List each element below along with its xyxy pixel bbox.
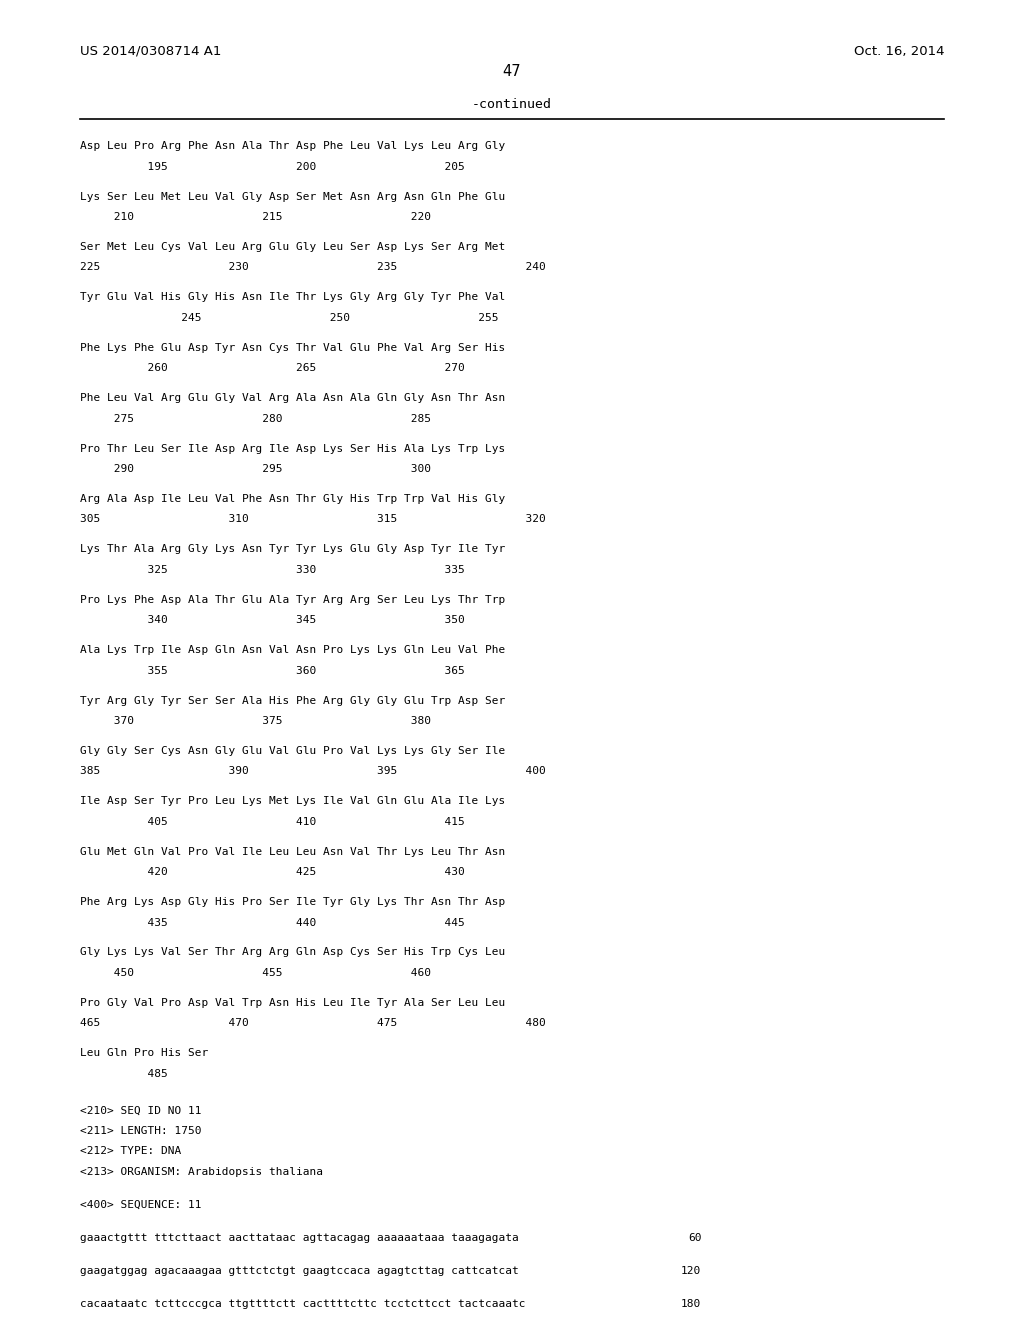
Text: Pro Thr Leu Ser Ile Asp Arg Ile Asp Lys Ser His Ala Lys Trp Lys: Pro Thr Leu Ser Ile Asp Arg Ile Asp Lys … <box>80 444 505 454</box>
Text: 450                   455                   460: 450 455 460 <box>80 968 431 978</box>
Text: Ala Lys Trp Ile Asp Gln Asn Val Asn Pro Lys Lys Gln Leu Val Phe: Ala Lys Trp Ile Asp Gln Asn Val Asn Pro … <box>80 645 505 655</box>
Text: 485: 485 <box>80 1069 168 1078</box>
Text: 340                   345                   350: 340 345 350 <box>80 615 465 626</box>
Text: Gly Lys Lys Val Ser Thr Arg Arg Gln Asp Cys Ser His Trp Cys Leu: Gly Lys Lys Val Ser Thr Arg Arg Gln Asp … <box>80 948 505 957</box>
Text: 370                   375                   380: 370 375 380 <box>80 715 431 726</box>
Text: 180: 180 <box>681 1299 701 1308</box>
Text: 325                   330                   335: 325 330 335 <box>80 565 465 574</box>
Text: Phe Lys Phe Glu Asp Tyr Asn Cys Thr Val Glu Phe Val Arg Ser His: Phe Lys Phe Glu Asp Tyr Asn Cys Thr Val … <box>80 343 505 352</box>
Text: <400> SEQUENCE: 11: <400> SEQUENCE: 11 <box>80 1200 202 1209</box>
Text: Lys Thr Ala Arg Gly Lys Asn Tyr Tyr Lys Glu Gly Asp Tyr Ile Tyr: Lys Thr Ala Arg Gly Lys Asn Tyr Tyr Lys … <box>80 544 505 554</box>
Text: cacaataatc tcttcccgca ttgttttctt cacttttcttc tcctcttcct tactcaaatc: cacaataatc tcttcccgca ttgttttctt cactttt… <box>80 1299 525 1308</box>
Text: 47: 47 <box>503 63 521 79</box>
Text: Leu Gln Pro His Ser: Leu Gln Pro His Ser <box>80 1048 208 1059</box>
Text: 465                   470                   475                   480: 465 470 475 480 <box>80 1018 546 1028</box>
Text: Lys Ser Leu Met Leu Val Gly Asp Ser Met Asn Arg Asn Gln Phe Glu: Lys Ser Leu Met Leu Val Gly Asp Ser Met … <box>80 191 505 202</box>
Text: 275                   280                   285: 275 280 285 <box>80 413 431 424</box>
Text: <210> SEQ ID NO 11: <210> SEQ ID NO 11 <box>80 1105 202 1115</box>
Text: 60: 60 <box>688 1233 701 1242</box>
Text: Oct. 16, 2014: Oct. 16, 2014 <box>854 45 944 58</box>
Text: 405                   410                   415: 405 410 415 <box>80 817 465 826</box>
Text: 195                   200                   205: 195 200 205 <box>80 161 465 172</box>
Text: Arg Ala Asp Ile Leu Val Phe Asn Thr Gly His Trp Trp Val His Gly: Arg Ala Asp Ile Leu Val Phe Asn Thr Gly … <box>80 494 505 504</box>
Text: Ser Met Leu Cys Val Leu Arg Glu Gly Leu Ser Asp Lys Ser Arg Met: Ser Met Leu Cys Val Leu Arg Glu Gly Leu … <box>80 242 505 252</box>
Text: Tyr Glu Val His Gly His Asn Ile Thr Lys Gly Arg Gly Tyr Phe Val: Tyr Glu Val His Gly His Asn Ile Thr Lys … <box>80 293 505 302</box>
Text: Glu Met Gln Val Pro Val Ile Leu Leu Asn Val Thr Lys Leu Thr Asn: Glu Met Gln Val Pro Val Ile Leu Leu Asn … <box>80 846 505 857</box>
Text: -continued: -continued <box>472 98 552 111</box>
Text: Pro Lys Phe Asp Ala Thr Glu Ala Tyr Arg Arg Ser Leu Lys Thr Trp: Pro Lys Phe Asp Ala Thr Glu Ala Tyr Arg … <box>80 595 505 605</box>
Text: 120: 120 <box>681 1266 701 1275</box>
Text: <211> LENGTH: 1750: <211> LENGTH: 1750 <box>80 1126 202 1135</box>
Text: <213> ORGANISM: Arabidopsis thaliana: <213> ORGANISM: Arabidopsis thaliana <box>80 1167 323 1176</box>
Text: 305                   310                   315                   320: 305 310 315 320 <box>80 515 546 524</box>
Text: Gly Gly Ser Cys Asn Gly Glu Val Glu Pro Val Lys Lys Gly Ser Ile: Gly Gly Ser Cys Asn Gly Glu Val Glu Pro … <box>80 746 505 756</box>
Text: <212> TYPE: DNA: <212> TYPE: DNA <box>80 1146 181 1156</box>
Text: Asp Leu Pro Arg Phe Asn Ala Thr Asp Phe Leu Val Lys Leu Arg Gly: Asp Leu Pro Arg Phe Asn Ala Thr Asp Phe … <box>80 141 505 152</box>
Text: 290                   295                   300: 290 295 300 <box>80 465 431 474</box>
Text: 355                   360                   365: 355 360 365 <box>80 665 465 676</box>
Text: 225                   230                   235                   240: 225 230 235 240 <box>80 263 546 272</box>
Text: gaagatggag agacaaagaa gtttctctgt gaagtccaca agagtcttag cattcatcat: gaagatggag agacaaagaa gtttctctgt gaagtcc… <box>80 1266 518 1275</box>
Text: US 2014/0308714 A1: US 2014/0308714 A1 <box>80 45 221 58</box>
Text: 385                   390                   395                   400: 385 390 395 400 <box>80 767 546 776</box>
Text: Pro Gly Val Pro Asp Val Trp Asn His Leu Ile Tyr Ala Ser Leu Leu: Pro Gly Val Pro Asp Val Trp Asn His Leu … <box>80 998 505 1008</box>
Text: 420                   425                   430: 420 425 430 <box>80 867 465 878</box>
Text: 435                   440                   445: 435 440 445 <box>80 917 465 928</box>
Text: gaaactgttt tttcttaact aacttataac agttacagag aaaaaataaa taaagagata: gaaactgttt tttcttaact aacttataac agttaca… <box>80 1233 518 1242</box>
Text: 210                   215                   220: 210 215 220 <box>80 213 431 222</box>
Text: 245                   250                   255: 245 250 255 <box>80 313 499 323</box>
Text: Phe Leu Val Arg Glu Gly Val Arg Ala Asn Ala Gln Gly Asn Thr Asn: Phe Leu Val Arg Glu Gly Val Arg Ala Asn … <box>80 393 505 403</box>
Text: Phe Arg Lys Asp Gly His Pro Ser Ile Tyr Gly Lys Thr Asn Thr Asp: Phe Arg Lys Asp Gly His Pro Ser Ile Tyr … <box>80 898 505 907</box>
Text: Ile Asp Ser Tyr Pro Leu Lys Met Lys Ile Val Gln Glu Ala Ile Lys: Ile Asp Ser Tyr Pro Leu Lys Met Lys Ile … <box>80 796 505 807</box>
Text: 260                   265                   270: 260 265 270 <box>80 363 465 374</box>
Text: Tyr Arg Gly Tyr Ser Ser Ala His Phe Arg Gly Gly Glu Trp Asp Ser: Tyr Arg Gly Tyr Ser Ser Ala His Phe Arg … <box>80 696 505 706</box>
